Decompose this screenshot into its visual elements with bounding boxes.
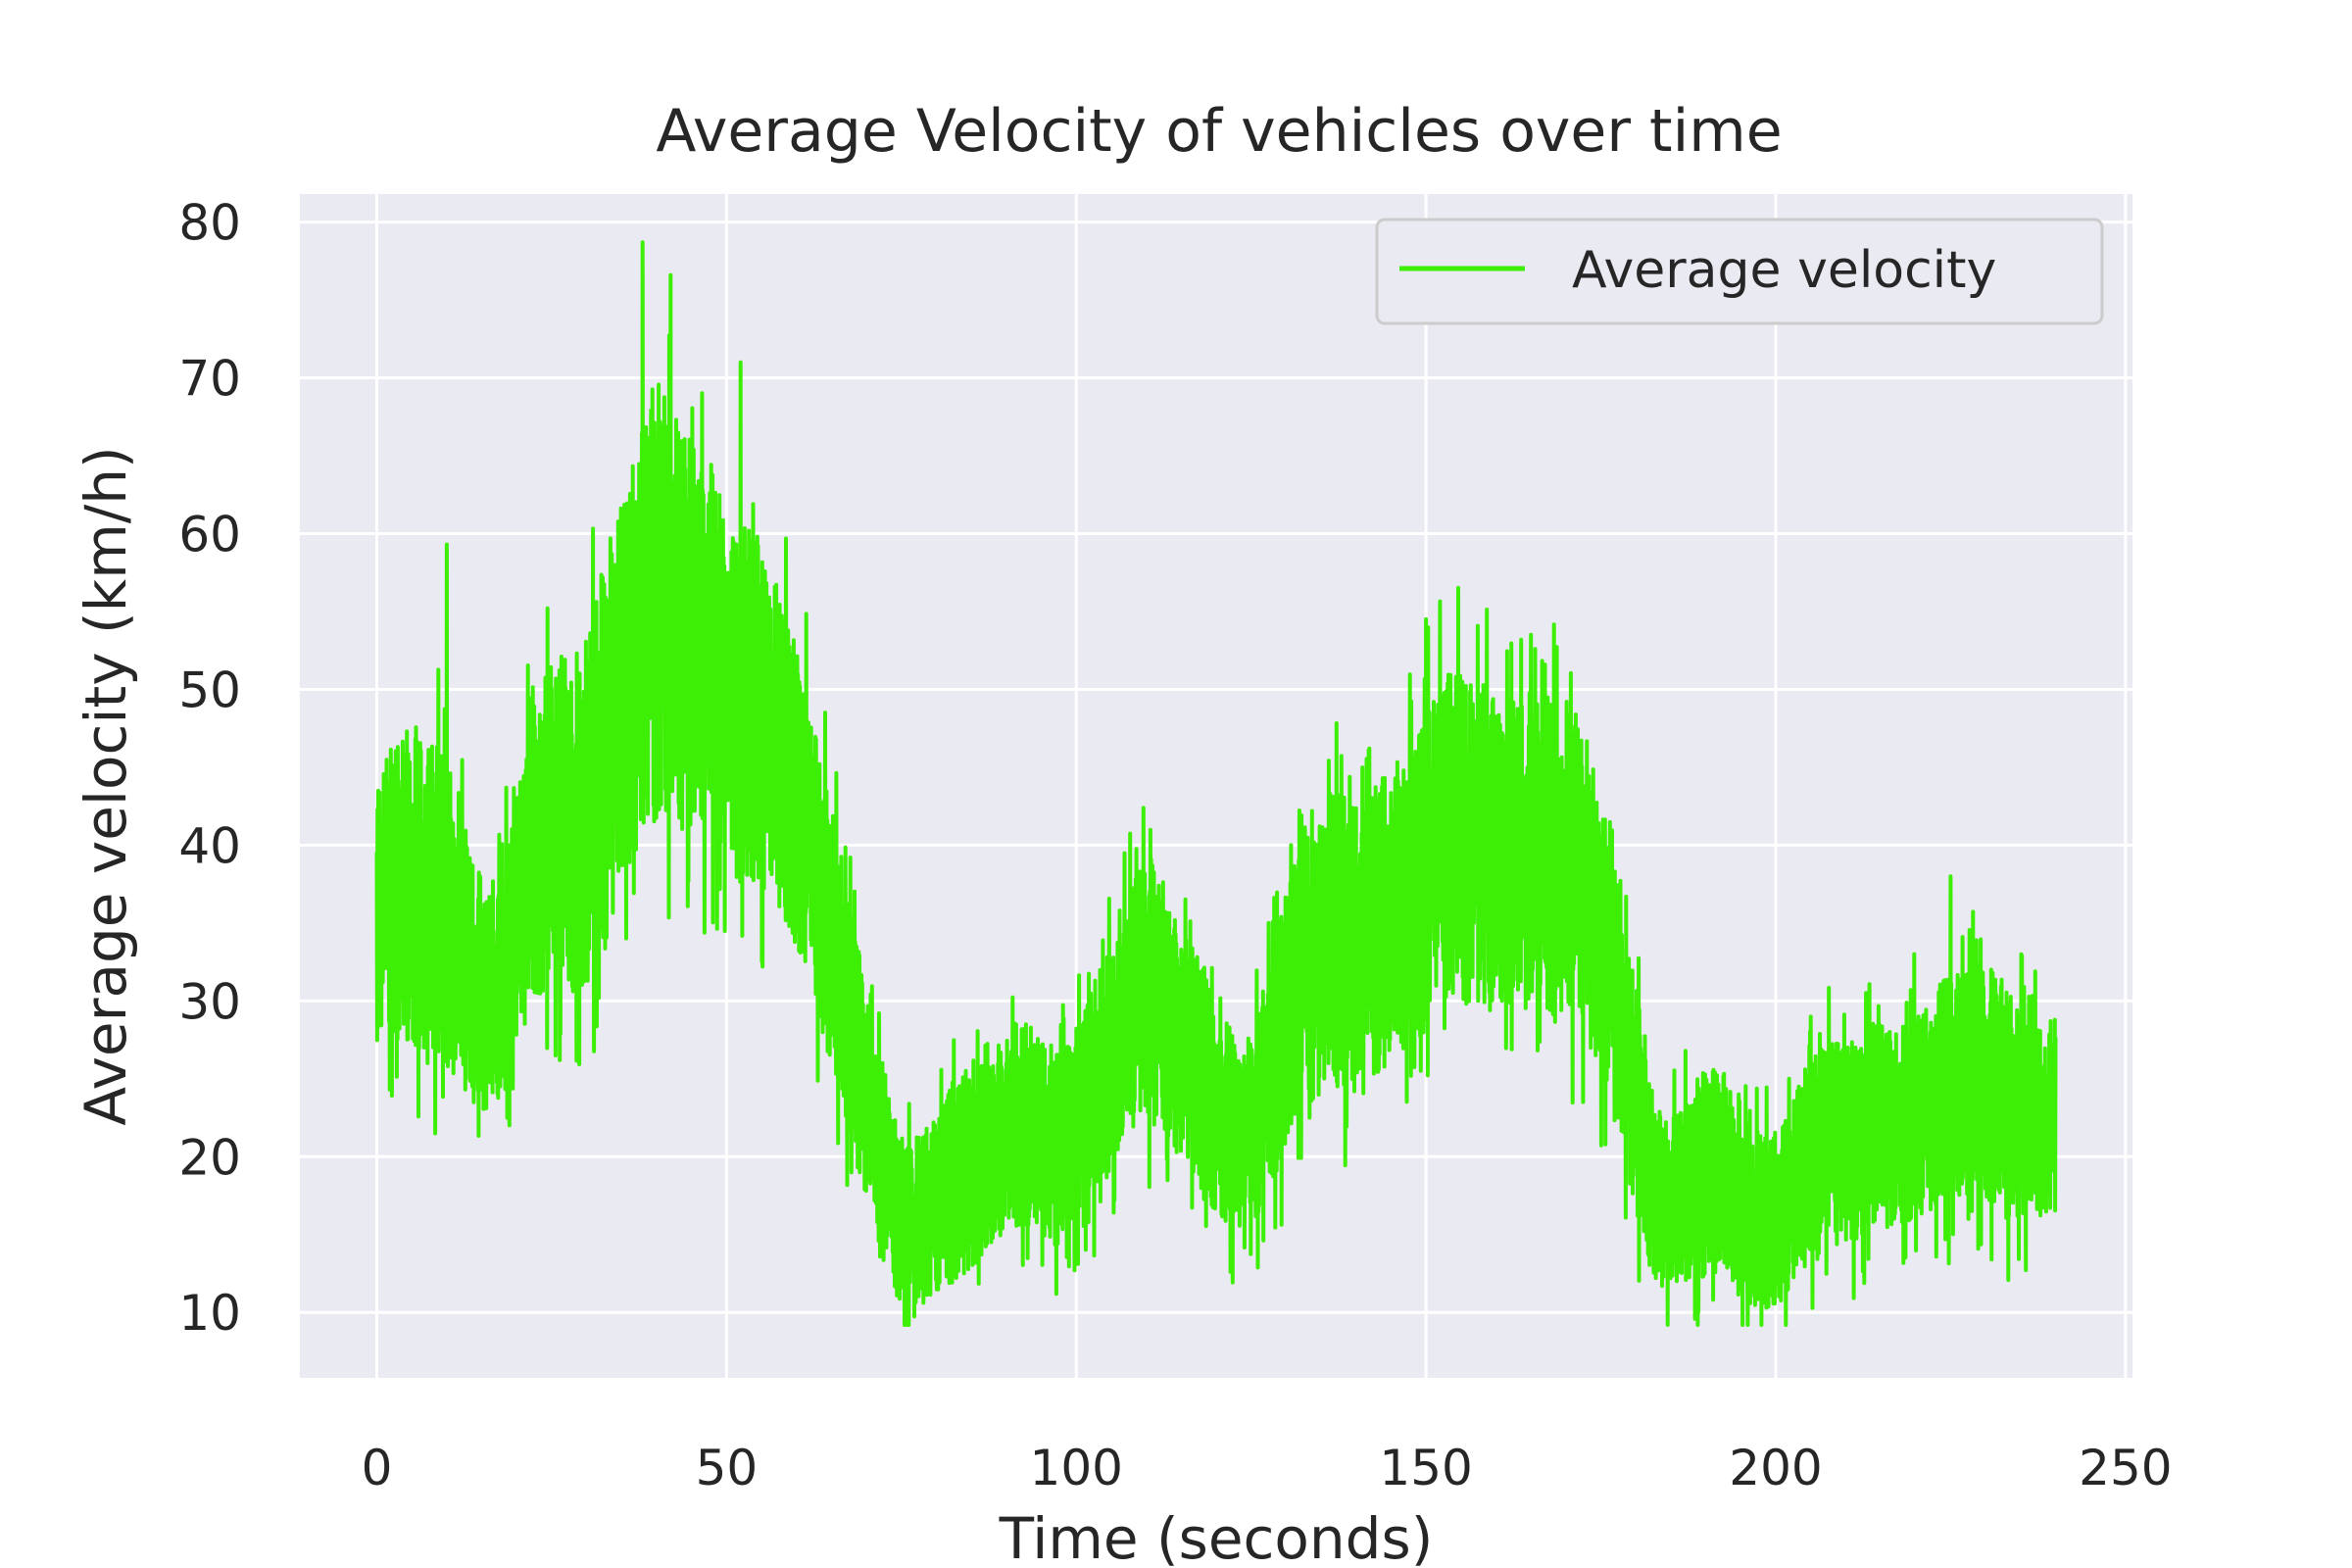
- x-tick-label: 50: [696, 1440, 759, 1496]
- chart-title: Average Velocity of vehicles over time: [656, 97, 1782, 166]
- series-line-average-velocity: [374, 240, 2058, 1327]
- x-tick-label: 150: [1379, 1440, 1472, 1496]
- legend: Average velocity: [1375, 218, 2104, 325]
- grid-lines: [300, 194, 2132, 1378]
- x-axis-label: Time (seconds): [999, 1505, 1434, 1568]
- y-tick-label: 10: [178, 1285, 241, 1342]
- series-layer: [374, 240, 2058, 1327]
- y-axis-ticks: 10 20 30 40 50 60 70 80: [178, 195, 241, 1343]
- x-axis-ticks: 0 50 100 150 200 250: [362, 1440, 2173, 1496]
- y-tick-label: 60: [178, 507, 241, 564]
- y-tick-label: 80: [178, 195, 241, 252]
- legend-entry-average-velocity: Average velocity: [1572, 241, 1996, 300]
- x-tick-label: 250: [2079, 1440, 2172, 1496]
- y-tick-label: 40: [178, 817, 241, 874]
- x-tick-label: 200: [1729, 1440, 1822, 1496]
- y-axis-label: Average velocity (km/h): [73, 446, 139, 1125]
- y-tick-label: 30: [178, 973, 241, 1030]
- y-tick-label: 20: [178, 1129, 241, 1186]
- y-tick-label: 50: [178, 662, 241, 718]
- x-tick-label: 0: [362, 1440, 393, 1496]
- x-tick-label: 100: [1030, 1440, 1123, 1496]
- legend-box: [1375, 218, 2104, 325]
- y-tick-label: 70: [178, 351, 241, 408]
